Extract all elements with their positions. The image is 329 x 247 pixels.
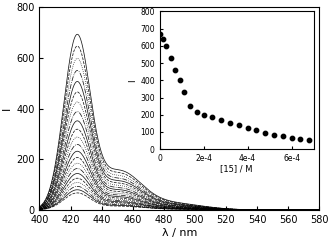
X-axis label: λ / nm: λ / nm — [162, 227, 197, 238]
Y-axis label: I: I — [2, 107, 12, 110]
